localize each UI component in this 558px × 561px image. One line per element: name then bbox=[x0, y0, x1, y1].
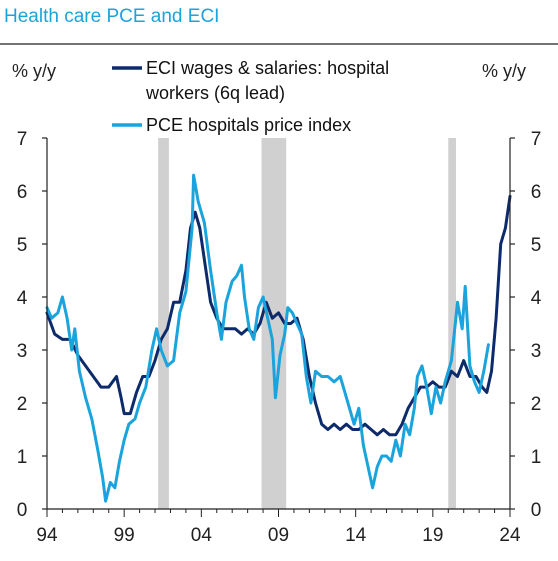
x-tick-label: 94 bbox=[36, 525, 58, 546]
y-tick-label-left: 1 bbox=[17, 447, 28, 468]
y-tick-label-left: 4 bbox=[17, 288, 28, 309]
y-tick-label-right: 2 bbox=[531, 394, 542, 415]
x-tick-label: 09 bbox=[268, 525, 289, 546]
legend-label-eci-line2: workers (6q lead) bbox=[145, 83, 285, 103]
legend-label-pce: PCE hospitals price index bbox=[146, 115, 351, 135]
recession-band-2 bbox=[261, 138, 287, 509]
y-tick-label-right: 6 bbox=[531, 182, 542, 203]
y-tick-label-left: 2 bbox=[17, 394, 28, 415]
y-tick-label-left: 5 bbox=[17, 235, 28, 256]
series-line-pce bbox=[45, 173, 490, 503]
y-tick-label-right: 1 bbox=[531, 447, 542, 468]
x-tick-label: 19 bbox=[422, 525, 443, 546]
x-tick-label: 99 bbox=[114, 525, 135, 546]
x-tick-label: 04 bbox=[191, 525, 213, 546]
y-axis-unit-right: % y/y bbox=[482, 61, 526, 81]
x-tick-label: 24 bbox=[499, 525, 521, 546]
recession-band-1 bbox=[158, 138, 169, 509]
y-tick-label-right: 7 bbox=[531, 129, 542, 150]
y-tick-label-right: 5 bbox=[531, 235, 542, 256]
y-tick-label-right: 4 bbox=[531, 288, 542, 309]
chart-title: Health care PCE and ECI bbox=[4, 6, 219, 27]
legend-label-eci-line1: ECI wages & salaries: hospital bbox=[146, 58, 389, 78]
y-tick-label-right: 3 bbox=[531, 341, 542, 362]
axes: 0 0 1 1 2 2 3 3 4 4 5 5 6 6 7 7 94 99 04 09 14 19 24 bbox=[17, 129, 542, 546]
legend: ECI wages & salaries: hospital workers (… bbox=[112, 58, 389, 135]
recession-band-3 bbox=[448, 138, 456, 509]
y-tick-label-left: 6 bbox=[17, 182, 28, 203]
series-lines bbox=[45, 173, 512, 503]
y-tick-label-left: 0 bbox=[17, 500, 28, 521]
y-tick-label-right: 0 bbox=[531, 500, 542, 521]
y-tick-label-left: 7 bbox=[17, 129, 28, 150]
x-tick-label: 14 bbox=[345, 525, 367, 546]
y-tick-label-left: 3 bbox=[17, 341, 28, 362]
recession-bands bbox=[158, 138, 456, 509]
y-axis-unit-left: % y/y bbox=[12, 61, 56, 81]
